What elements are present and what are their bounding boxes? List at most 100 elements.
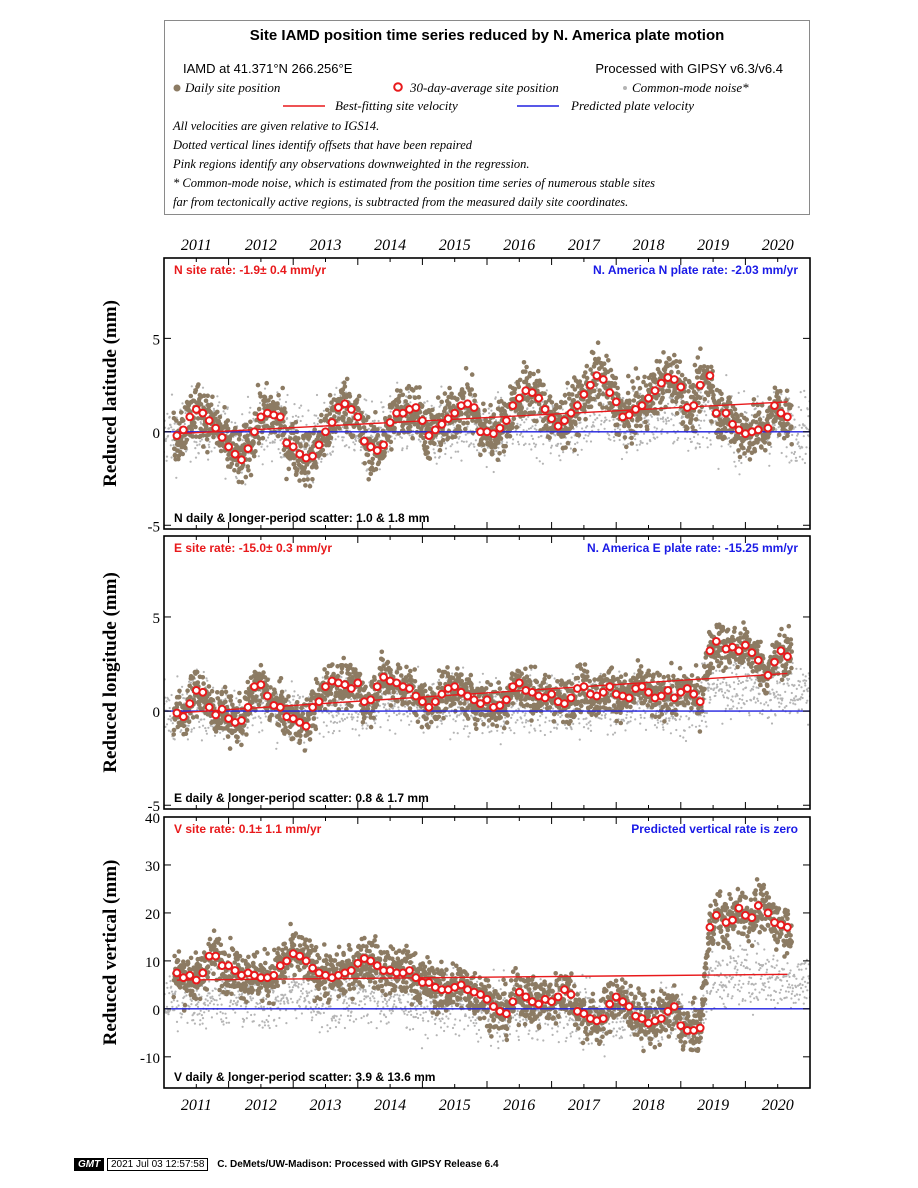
common-mode-point — [211, 725, 214, 728]
common-mode-point — [448, 711, 451, 714]
daily-point — [303, 442, 309, 447]
average-point — [631, 405, 640, 414]
daily-point — [430, 407, 435, 413]
common-mode-point — [523, 421, 526, 424]
average-point — [721, 408, 731, 418]
daily-point — [417, 385, 422, 390]
daily-point — [698, 346, 703, 352]
daily-point — [417, 410, 423, 415]
common-mode-point — [332, 445, 335, 448]
daily-point — [736, 448, 741, 453]
daily-point — [452, 434, 458, 440]
common-mode-point — [181, 402, 184, 405]
common-mode-point — [357, 437, 360, 440]
common-mode-point — [348, 446, 351, 449]
common-mode-point — [433, 452, 436, 455]
common-mode-point — [284, 400, 288, 404]
common-mode-point — [738, 459, 741, 462]
common-mode-point — [458, 714, 461, 717]
common-mode-point — [440, 719, 443, 723]
common-mode-point — [186, 692, 189, 695]
daily-point — [195, 416, 201, 421]
common-mode-point — [574, 442, 577, 446]
common-mode-point — [406, 715, 409, 718]
common-mode-point — [664, 418, 667, 421]
daily-point — [512, 390, 517, 395]
average-point — [327, 418, 337, 427]
daily-point — [595, 340, 601, 346]
common-mode-point — [331, 732, 334, 735]
common-mode-point — [212, 686, 215, 689]
common-mode-point — [379, 426, 382, 429]
common-mode-point — [356, 716, 359, 719]
daily-point — [208, 402, 214, 408]
common-mode-point — [475, 423, 478, 426]
daily-point — [225, 418, 231, 423]
common-mode-point — [520, 717, 523, 720]
common-mode-point — [401, 449, 404, 452]
common-mode-point — [600, 419, 603, 422]
daily-point — [629, 435, 634, 441]
common-mode-point — [165, 437, 168, 440]
daily-point — [192, 420, 197, 426]
common-mode-point — [596, 417, 599, 420]
common-mode-point — [293, 403, 296, 406]
average-point — [540, 405, 550, 414]
common-mode-point — [270, 460, 274, 463]
daily-point — [264, 380, 270, 386]
common-mode-point — [406, 445, 409, 448]
common-mode-point — [303, 741, 306, 744]
daily-point — [651, 372, 657, 378]
common-mode-point — [169, 730, 172, 733]
common-mode-point — [698, 446, 702, 449]
common-mode-point — [792, 427, 795, 430]
common-mode-point — [661, 428, 664, 431]
common-mode-point — [478, 681, 481, 684]
daily-point — [680, 420, 686, 425]
average-point — [676, 382, 686, 392]
common-mode-point — [707, 400, 710, 403]
average-point — [230, 449, 240, 459]
daily-point — [248, 419, 253, 425]
common-mode-point — [164, 725, 167, 729]
common-mode-point — [322, 735, 325, 738]
common-mode-point — [382, 410, 385, 413]
average-point — [586, 380, 595, 390]
common-mode-point — [436, 444, 439, 447]
common-mode-point — [681, 415, 685, 419]
common-mode-point — [597, 428, 600, 431]
daily-point — [225, 426, 231, 432]
common-mode-point — [378, 468, 381, 471]
daily-point — [554, 405, 559, 411]
common-mode-point — [479, 717, 482, 721]
common-mode-point — [298, 695, 301, 699]
common-mode-point — [203, 718, 206, 721]
daily-point — [215, 409, 220, 415]
common-mode-point — [756, 395, 759, 398]
legend-daily: Daily site position — [185, 80, 281, 95]
common-mode-point — [811, 436, 813, 438]
daily-point — [239, 480, 245, 485]
common-mode-point — [257, 455, 260, 458]
common-mode-point — [312, 481, 315, 484]
common-mode-point — [481, 672, 484, 675]
common-mode-point — [696, 433, 700, 436]
daily-point — [608, 367, 614, 373]
common-mode-point — [336, 721, 339, 724]
common-mode-point — [525, 418, 528, 421]
x-tick-label: 2013 — [310, 237, 342, 254]
average-point — [650, 386, 660, 396]
average-point — [547, 414, 556, 424]
common-mode-point — [388, 729, 391, 732]
average-point — [185, 412, 195, 422]
common-mode-point — [700, 419, 703, 422]
daily-point — [622, 435, 628, 440]
common-mode-point — [500, 396, 503, 399]
daily-point — [444, 431, 449, 437]
common-mode-point — [584, 434, 587, 437]
common-mode-point — [290, 680, 293, 683]
common-mode-point — [267, 433, 270, 436]
daily-point — [362, 461, 368, 466]
common-mode-point — [703, 410, 706, 413]
daily-point — [244, 422, 249, 428]
